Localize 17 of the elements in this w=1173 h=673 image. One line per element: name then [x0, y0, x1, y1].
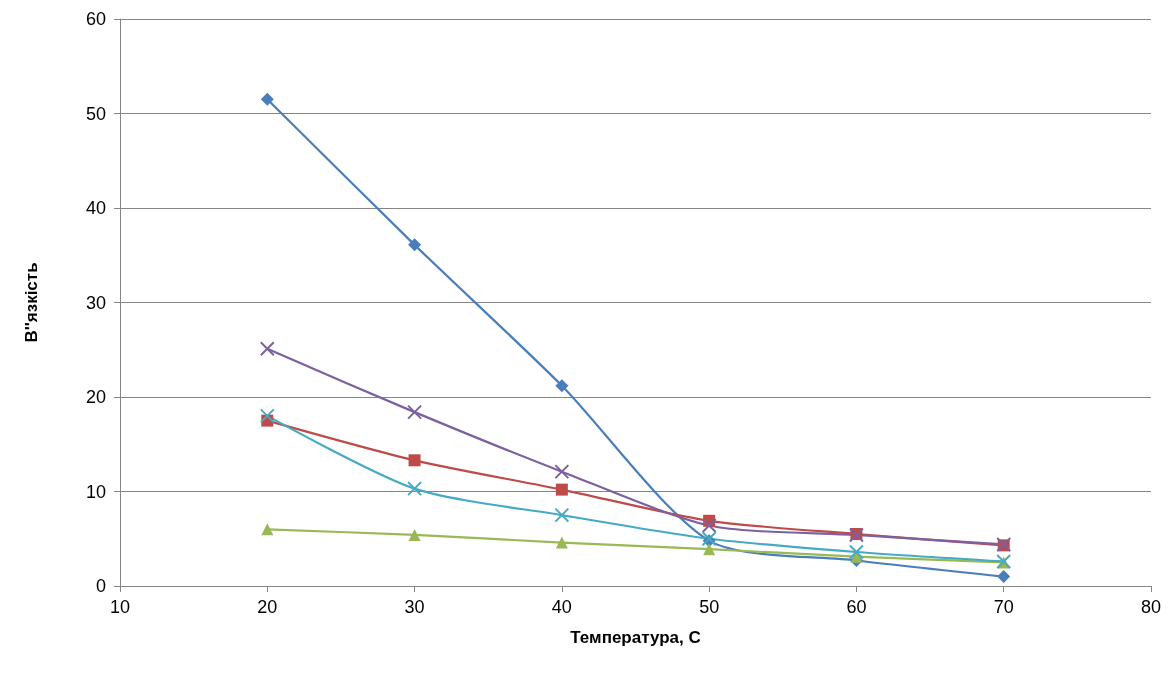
y-tick-label: 10: [85, 481, 106, 502]
x-tick-label: 20: [257, 597, 278, 617]
y-tick-label: 30: [85, 292, 106, 313]
y-tick-label: 20: [85, 387, 106, 407]
x-tick-label: 10: [109, 597, 131, 617]
y-tick-label: 0: [95, 576, 106, 596]
y-tick-label: 50: [85, 103, 106, 124]
x-tick-label: 50: [699, 597, 720, 617]
y-tick-label: 40: [85, 198, 106, 218]
y-axis-title: В''язкість: [22, 262, 41, 343]
x-tick-label: 80: [1140, 597, 1162, 617]
x-axis-title: Температура, С: [570, 628, 701, 647]
x-tick-label: 40: [551, 597, 572, 617]
x-tick-label: 30: [404, 597, 425, 617]
x-tick-label: 70: [993, 597, 1014, 617]
x-tick-label: 60: [846, 597, 867, 617]
y-tick-label: 60: [85, 9, 106, 29]
